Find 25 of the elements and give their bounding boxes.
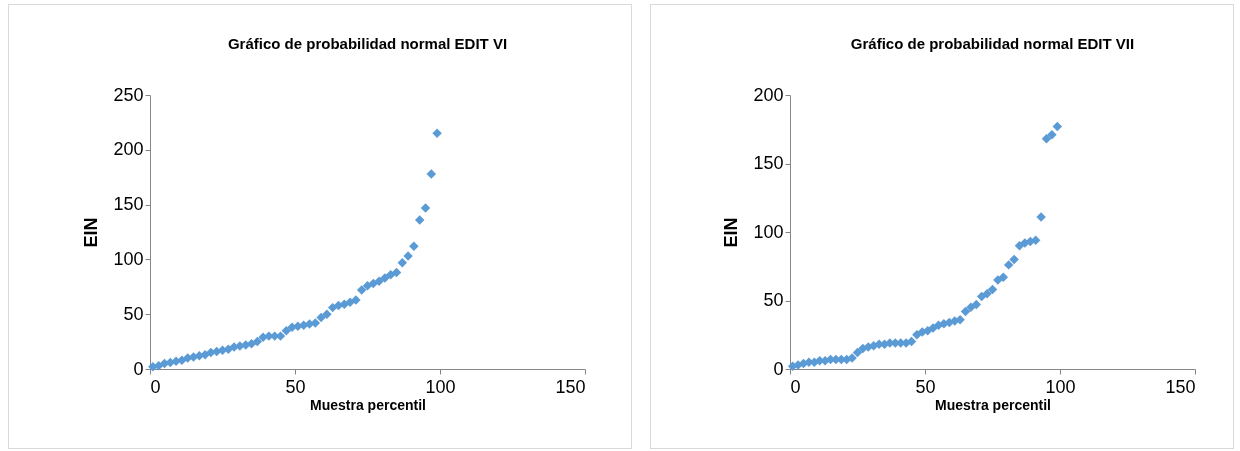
y-tick-label: 100 [753,221,784,242]
x-tick-label: 50 [915,376,936,397]
chart-title: Gráfico de probabilidad normal EDIT VII [850,35,1135,52]
y-tick-label: 150 [113,194,144,215]
y-axis-title: EIN [81,217,102,248]
y-tick-label: 250 [113,84,144,105]
chart-title: Gráfico de probabilidad normal EDIT VI [227,35,508,52]
y-tick-label: 0 [133,358,144,379]
x-tick-label: 150 [555,376,586,397]
x-tick-label: 0 [150,376,161,397]
x-tick-label: 150 [1165,376,1196,397]
y-tick-label: 50 [123,303,144,324]
x-axis-title: Muestra percentil [310,396,426,413]
x-tick-label: 0 [790,376,801,397]
y-tick-label: 150 [753,153,784,173]
x-axis-title: Muestra percentil [935,396,1051,413]
y-axis-title: EIN [721,217,742,248]
x-tick-label: 100 [425,376,456,397]
y-tick-label: 200 [753,84,784,105]
x-tick-label: 50 [285,376,306,397]
x-tick-label: 100 [1045,376,1076,397]
y-tick-label: 200 [113,139,144,160]
y-tick-label: 100 [113,248,144,269]
y-tick-label: 50 [763,290,784,310]
y-tick-label: 0 [773,358,784,379]
